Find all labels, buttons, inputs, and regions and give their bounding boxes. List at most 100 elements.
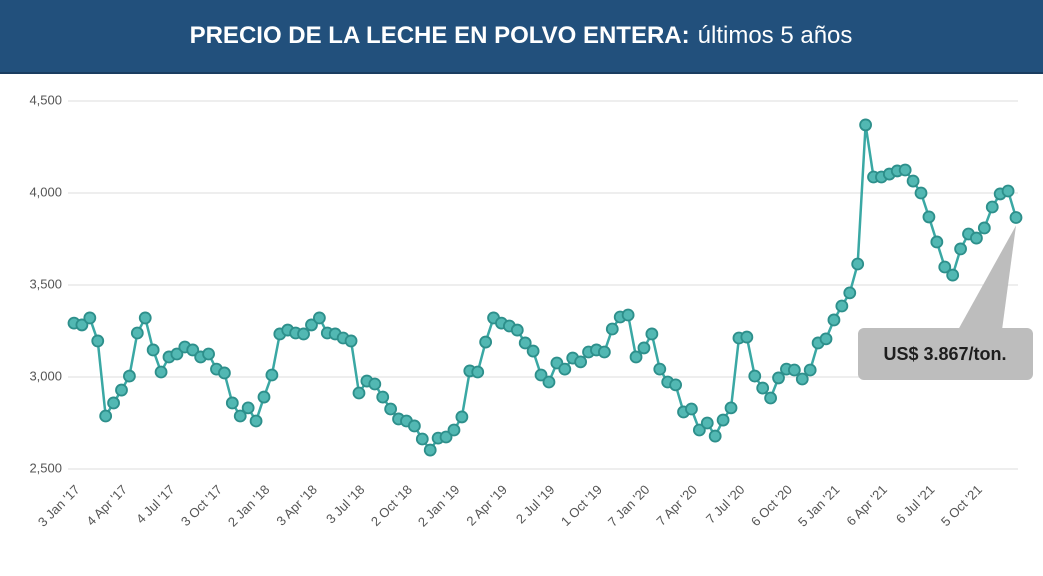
data-point bbox=[534, 368, 548, 382]
data-point bbox=[518, 336, 532, 350]
data-point bbox=[621, 308, 635, 322]
data-point bbox=[756, 381, 770, 395]
data-point bbox=[716, 413, 730, 427]
chart-title: PRECIO DE LA LECHE EN POLVO ENTERA: últim… bbox=[190, 22, 853, 49]
y-tick-label: 3,500 bbox=[29, 276, 62, 291]
data-point bbox=[415, 432, 429, 446]
data-point bbox=[708, 429, 722, 443]
x-tick-label: 7 Apr '20 bbox=[653, 482, 700, 529]
x-tick-label: 6 Apr '21 bbox=[843, 482, 890, 529]
data-point bbox=[827, 313, 841, 327]
data-point bbox=[423, 443, 437, 457]
data-point bbox=[692, 423, 706, 437]
data-point bbox=[455, 410, 469, 424]
y-tick-label: 4,000 bbox=[29, 184, 62, 199]
data-point bbox=[312, 311, 326, 325]
callout-pointer bbox=[958, 225, 1016, 330]
x-tick-label: 2 Jan '19 bbox=[415, 482, 463, 530]
data-point bbox=[977, 221, 991, 235]
data-point bbox=[787, 363, 801, 377]
x-tick-label: 5 Jan '21 bbox=[795, 482, 843, 530]
data-point bbox=[225, 396, 239, 410]
x-tick-label: 6 Oct '20 bbox=[748, 482, 795, 529]
data-point bbox=[748, 369, 762, 383]
data-point bbox=[471, 365, 485, 379]
data-point bbox=[629, 350, 643, 364]
data-point bbox=[819, 332, 833, 346]
data-point bbox=[685, 402, 698, 416]
data-point bbox=[605, 322, 619, 336]
x-tick-label: 2 Oct '18 bbox=[368, 482, 415, 529]
data-point bbox=[233, 409, 247, 423]
data-point bbox=[123, 369, 136, 383]
data-point bbox=[439, 430, 453, 444]
data-point bbox=[249, 414, 263, 428]
data-point bbox=[795, 372, 809, 386]
data-point bbox=[186, 343, 200, 357]
x-tick-label: 3 Oct '17 bbox=[178, 482, 225, 529]
data-point bbox=[653, 362, 667, 376]
data-point bbox=[558, 362, 572, 376]
data-point bbox=[83, 311, 97, 325]
data-point bbox=[669, 378, 683, 392]
data-point bbox=[772, 371, 785, 385]
data-point bbox=[637, 341, 651, 355]
data-point bbox=[1009, 211, 1023, 224]
data-point bbox=[740, 330, 754, 344]
data-point bbox=[368, 377, 382, 391]
x-tick-label: 4 Apr '17 bbox=[83, 482, 130, 529]
data-point bbox=[202, 347, 215, 361]
data-point bbox=[914, 186, 928, 200]
x-tick-label: 2 Jan '18 bbox=[225, 482, 273, 530]
data-point bbox=[906, 174, 920, 188]
x-tick-label: 6 Jul '21 bbox=[893, 482, 938, 527]
data-point bbox=[922, 210, 936, 224]
data-point bbox=[138, 311, 152, 325]
data-point bbox=[146, 343, 160, 357]
y-tick-label: 3,000 bbox=[29, 368, 62, 383]
data-point bbox=[407, 419, 421, 433]
data-point bbox=[574, 355, 588, 369]
title-main: PRECIO DE LA LECHE EN POLVO ENTERA: bbox=[190, 22, 690, 49]
data-point bbox=[859, 118, 872, 132]
title-bar-edge bbox=[0, 72, 1043, 74]
x-tick-label: 7 Jul '20 bbox=[703, 482, 748, 527]
data-point bbox=[803, 363, 817, 377]
data-point bbox=[297, 327, 310, 341]
data-point bbox=[447, 423, 461, 437]
data-point bbox=[597, 345, 611, 359]
data-point bbox=[130, 326, 144, 340]
y-tick-label: 4,500 bbox=[29, 92, 62, 107]
data-point bbox=[154, 365, 168, 379]
y-tick-label: 2,500 bbox=[29, 460, 62, 475]
data-point bbox=[376, 390, 390, 404]
data-point bbox=[241, 401, 255, 415]
x-tick-label: 7 Jan '20 bbox=[605, 482, 653, 530]
data-point bbox=[75, 318, 89, 332]
data-point bbox=[265, 368, 279, 382]
data-point bbox=[542, 375, 556, 389]
data-point bbox=[985, 200, 999, 214]
title-sub: últimos 5 años bbox=[698, 22, 853, 49]
data-point bbox=[938, 260, 952, 274]
data-point bbox=[115, 383, 128, 397]
data-point bbox=[510, 323, 524, 337]
x-tick-label: 1 Oct '19 bbox=[558, 482, 605, 529]
title-bar bbox=[0, 0, 1043, 72]
data-point bbox=[843, 286, 857, 300]
callout-box bbox=[858, 328, 1033, 380]
data-point bbox=[107, 396, 120, 410]
data-point bbox=[898, 163, 912, 177]
data-point bbox=[384, 402, 398, 416]
data-point bbox=[170, 347, 184, 361]
data-point bbox=[954, 242, 967, 256]
data-point bbox=[91, 334, 105, 348]
data-point bbox=[305, 318, 318, 332]
x-tick-label: 3 Jan '17 bbox=[35, 482, 83, 530]
data-point bbox=[851, 257, 865, 271]
data-point bbox=[479, 335, 493, 349]
data-point bbox=[352, 386, 366, 400]
data-point bbox=[526, 344, 540, 358]
x-tick-label: 2 Jul '19 bbox=[513, 482, 558, 527]
